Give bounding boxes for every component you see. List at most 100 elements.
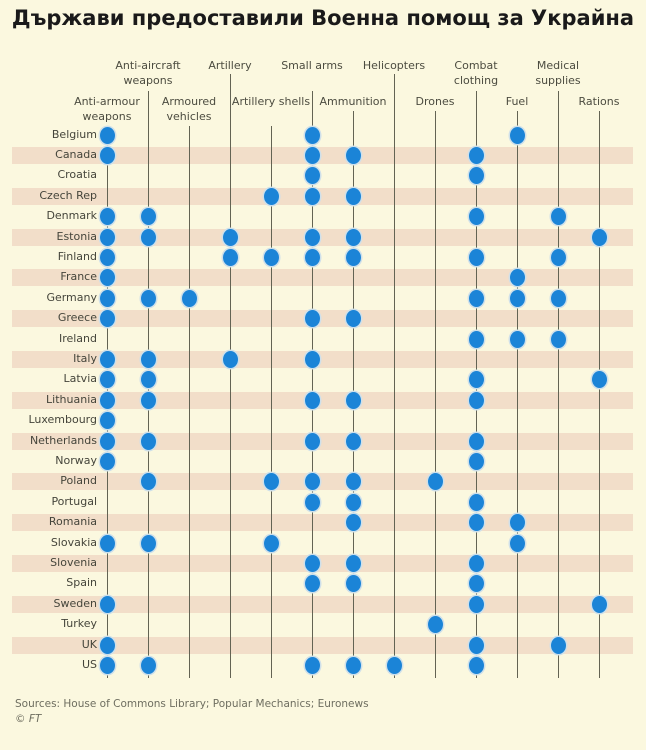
aid-dot: [592, 228, 607, 246]
row-stripe: [12, 554, 633, 572]
aid-dot: [100, 310, 115, 328]
aid-dot: [100, 228, 115, 246]
aid-dot: [100, 595, 115, 613]
aid-dot: [100, 289, 115, 307]
country-label-portugal: Portugal: [51, 494, 97, 508]
aid-dot: [551, 208, 566, 226]
column-header-armoured-vehicles: Armoured vehicles: [161, 95, 217, 123]
row-stripe: [12, 350, 633, 368]
aid-dot: [141, 350, 156, 368]
country-label-finland: Finland: [57, 249, 97, 263]
aid-dot: [100, 432, 115, 450]
source-note: Sources: House of Commons Library; Popul…: [15, 697, 369, 727]
aid-dot: [469, 595, 484, 613]
aid-dot: [141, 534, 156, 552]
aid-dot: [305, 146, 320, 164]
column-header-fuel: Fuel: [505, 95, 529, 108]
aid-dot: [305, 656, 320, 674]
category-gridline: [189, 126, 190, 678]
aid-dot: [305, 126, 320, 144]
aid-dot: [100, 412, 115, 430]
aid-dot: [100, 636, 115, 654]
country-label-luxembourg: Luxembourg: [28, 413, 97, 427]
aid-dot: [100, 452, 115, 470]
aid-dot: [469, 493, 484, 511]
row-stripe: [12, 514, 633, 532]
country-label-poland: Poland: [60, 474, 97, 488]
chart-title: Държави предоставили Военна помощ за Укр…: [11, 6, 635, 30]
aid-dot: [141, 391, 156, 409]
country-label-slovakia: Slovakia: [50, 535, 97, 549]
row-stripe: [12, 187, 633, 205]
aid-dot: [469, 167, 484, 185]
category-gridline: [230, 74, 231, 678]
aid-dot: [469, 289, 484, 307]
aid-dot: [141, 656, 156, 674]
country-label-us: US: [81, 657, 97, 671]
aid-dot: [305, 167, 320, 185]
aid-dot: [469, 371, 484, 389]
aid-dot: [305, 493, 320, 511]
aid-dot: [510, 289, 525, 307]
country-label-latvia: Latvia: [63, 372, 98, 386]
aid-dot: [223, 248, 238, 266]
aid-dot: [182, 289, 197, 307]
column-header-helicopters: Helicopters: [362, 59, 426, 72]
aid-dot: [469, 248, 484, 266]
country-label-sweden: Sweden: [53, 596, 97, 610]
row-stripe: [12, 228, 633, 246]
aid-dot: [141, 432, 156, 450]
aid-dot: [141, 208, 156, 226]
country-label-uk: UK: [81, 637, 97, 651]
aid-dot: [305, 350, 320, 368]
aid-dot: [346, 310, 361, 328]
country-label-ireland: Ireland: [58, 331, 97, 345]
country-label-turkey: Turkey: [61, 617, 97, 631]
aid-dot: [141, 473, 156, 491]
aid-dot: [223, 350, 238, 368]
aid-dot: [469, 330, 484, 348]
aid-dot: [510, 534, 525, 552]
aid-dot: [305, 473, 320, 491]
column-header-drones: Drones: [415, 95, 455, 108]
column-header-anti-armour-weapons: Anti-armour weapons: [74, 95, 140, 123]
aid-dot: [100, 146, 115, 164]
aid-dot: [428, 473, 443, 491]
country-label-italy: Italy: [73, 351, 97, 365]
aid-dot: [305, 575, 320, 593]
aid-dot: [100, 534, 115, 552]
country-label-france: France: [60, 270, 97, 284]
category-gridline: [271, 126, 272, 678]
country-label-lithuania: Lithuania: [46, 392, 97, 406]
ft-copyright: © FT: [15, 713, 42, 725]
country-label-spain: Spain: [66, 576, 97, 590]
aid-dot: [551, 330, 566, 348]
sources-text: Sources: House of Commons Library; Popul…: [15, 698, 369, 710]
aid-dot: [510, 269, 525, 287]
column-header-anti-aircraft-weapons: Anti-aircraft weapons: [115, 59, 181, 87]
aid-dot: [305, 310, 320, 328]
country-label-germany: Germany: [46, 290, 97, 304]
aid-dot: [305, 391, 320, 409]
aid-dot: [141, 289, 156, 307]
column-header-medical-supplies: Medical supplies: [535, 59, 581, 87]
aid-dot: [264, 534, 279, 552]
aid-dot: [469, 575, 484, 593]
column-header-small-arms: Small arms: [281, 59, 343, 72]
aid-dot: [305, 187, 320, 205]
aid-dot: [346, 514, 361, 532]
aid-dot: [469, 208, 484, 226]
country-label-belgium: Belgium: [51, 127, 97, 141]
aid-dot: [346, 146, 361, 164]
aid-dot: [510, 330, 525, 348]
aid-dot: [100, 269, 115, 287]
aid-dot: [592, 595, 607, 613]
category-gridline: [517, 111, 518, 678]
aid-dot: [100, 391, 115, 409]
column-header-artillery-shells: Artillery shells: [231, 95, 311, 108]
aid-dot: [469, 656, 484, 674]
aid-dot: [141, 371, 156, 389]
aid-dot: [469, 146, 484, 164]
